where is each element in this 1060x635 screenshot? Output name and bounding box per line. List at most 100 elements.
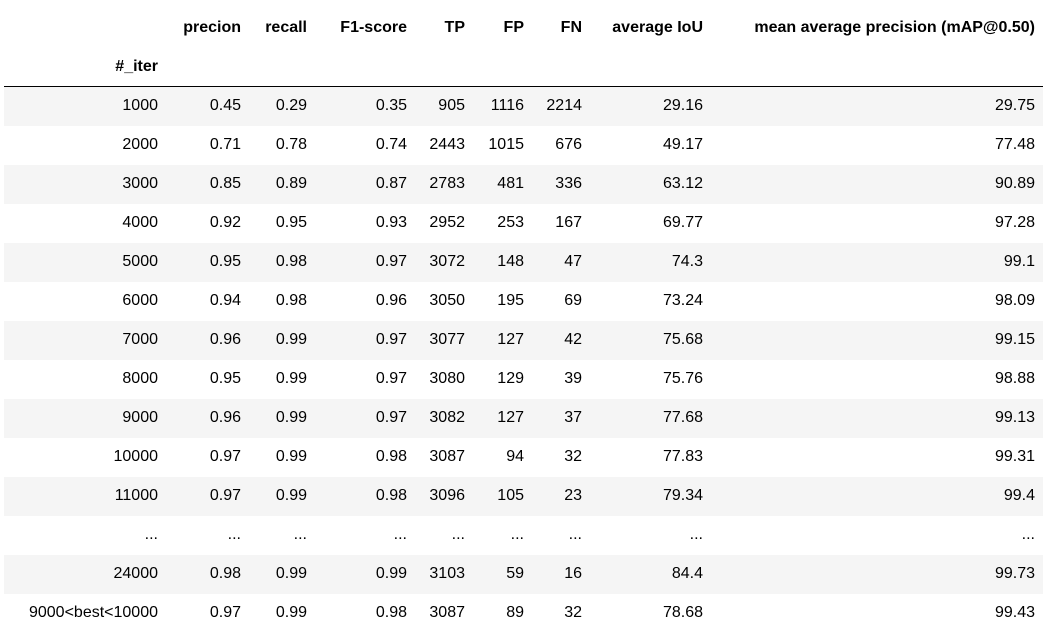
table-cell: 336 [555,175,582,192]
row-index-cell: 5000 [122,253,158,270]
table-cell: 2952 [429,214,465,231]
table-cell: 98.88 [994,370,1035,387]
table-cell: 105 [497,487,524,504]
table-cell: 78.68 [662,604,703,621]
row-index-cell: 8000 [122,370,158,387]
table-cell: 0.99 [275,487,307,504]
table-cell: 77.83 [662,448,703,465]
table-row: 1000 0.45 0.29 0.35 905 1116 2214 29.16 29.75 [4,86,1043,126]
row-index-cell: 24000 [113,565,159,582]
table-cell: 0.97 [375,331,407,348]
column-header: mean average precision (mAP@0.50) [754,18,1035,36]
table-cell: 29.75 [994,97,1035,115]
column-header: F1-score [340,18,407,36]
table-cell: 90.89 [994,175,1035,192]
table-cell: 3072 [429,253,465,270]
table-cell: ... [451,526,465,543]
table-row: 4000 0.92 0.95 0.93 2952 253 167 69.77 97.28 [4,203,1043,243]
table-cell: 0.96 [209,331,241,348]
table-cell: 49.17 [662,136,703,153]
table-cell: 0.97 [375,253,407,270]
table-cell: 481 [497,175,524,192]
table-cell: 99.15 [994,331,1035,348]
table-cell: 75.76 [662,370,703,387]
table-cell: 0.97 [209,448,241,465]
table-cell: 3087 [429,448,465,465]
table-cell: 29.16 [662,97,703,115]
table-cell: 73.24 [662,292,703,309]
table-cell: 0.35 [375,97,407,115]
table-cell: 0.99 [275,331,307,348]
table-cell: 84.4 [671,565,703,582]
table-cell: 69.77 [662,214,703,231]
column-header-blank [4,8,166,47]
table-cell: 0.95 [209,370,241,387]
column-header: FP [503,18,524,36]
table-cell: 37 [564,409,582,426]
table-cell: 69 [564,292,582,309]
table-cell: 127 [497,409,524,426]
table-cell: 0.71 [209,136,241,153]
table-cell: 676 [555,136,582,153]
table-cell: 99.73 [994,565,1035,582]
table-cell: 0.74 [375,136,407,153]
table-cell: 2214 [546,97,582,115]
table-cell: ... [568,526,582,543]
table-cell: 99.1 [1003,253,1035,270]
column-header: average IoU [612,18,703,36]
table-cell: 0.99 [275,565,307,582]
table-cell: 99.13 [994,409,1035,426]
table-row: 6000 0.94 0.98 0.96 3050 195 69 73.24 98.09 [4,281,1043,321]
table-cell: 42 [564,331,582,348]
row-index-cell: 11000 [114,487,158,504]
results-table: precion recall F1-score TP FP FN average… [4,8,1043,633]
table-cell: 0.78 [275,136,307,153]
table-cell: 99.43 [994,604,1035,621]
table-cell: 32 [564,448,582,465]
table-row: 5000 0.95 0.98 0.97 3072 148 47 74.3 99.1 [4,242,1043,282]
table-cell: 3082 [429,409,465,426]
table-cell: 77.68 [662,409,703,426]
table-cell: 98.09 [994,292,1035,309]
results-table-container: precion recall F1-score TP FP FN average… [4,8,1043,633]
table-cell: 0.99 [275,604,307,621]
table-cell: 0.98 [275,253,307,270]
table-cell: 99.31 [994,448,1035,465]
table-cell: 0.96 [375,292,407,309]
table-cell: 99.4 [1003,487,1035,504]
table-cell: 79.34 [662,487,703,504]
table-cell: 129 [497,370,524,387]
table-cell: 39 [564,370,582,387]
table-cell: 63.12 [662,175,703,192]
table-cell: 0.98 [209,565,241,582]
table-cell: ... [689,526,703,543]
table-cell: 0.95 [275,214,307,231]
table-row: 7000 0.96 0.99 0.97 3077 127 42 75.68 99.15 [4,320,1043,360]
row-index-cell: 10000 [113,448,159,465]
table-cell: 0.92 [209,214,241,231]
table-cell: 0.45 [209,97,241,115]
table-cell: 47 [564,253,582,270]
table-cell: 253 [497,214,524,231]
table-cell: 0.87 [375,175,407,192]
table-cell: 77.48 [994,136,1035,153]
table-cell: 0.99 [275,448,307,465]
table-cell: ... [227,526,241,543]
table-cell: ... [510,526,524,543]
column-header: recall [265,18,307,36]
table-row: 11000 0.97 0.99 0.98 3096 105 23 79.34 99.4 [4,476,1043,516]
table-cell: 59 [506,565,524,582]
column-header: TP [444,18,465,36]
table-cell: 74.3 [671,253,703,270]
table-cell: 3077 [429,331,465,348]
table-cell: 0.98 [275,292,307,309]
table-cell: 94 [506,448,524,465]
table-cell: 0.98 [375,448,407,465]
table-cell: 0.97 [209,487,241,504]
table-cell: 905 [438,97,465,115]
row-index-cell: 1000 [122,97,158,115]
table-row: ........................... [4,515,1043,555]
table-body: 1000 0.45 0.29 0.35 905 1116 2214 29.16 29.75 200… [4,86,1043,633]
table-cell: 195 [497,292,524,309]
table-cell: 89 [506,604,524,621]
